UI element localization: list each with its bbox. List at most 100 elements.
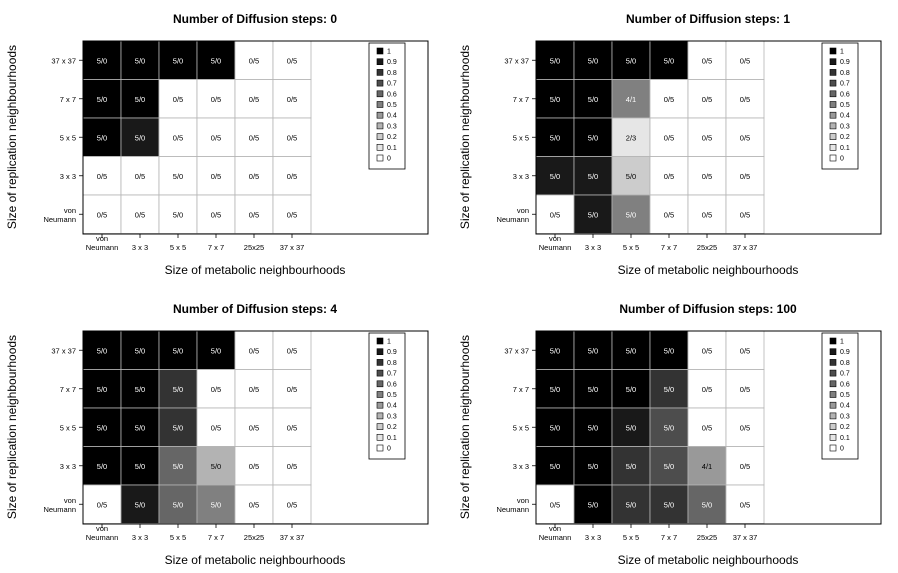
heatmap-cell: [272, 446, 312, 486]
legend-label: 0.2: [387, 424, 397, 431]
heatmap-cell: [535, 117, 575, 157]
y-tick-label: 5 x 5: [60, 423, 76, 432]
x-axis-label: Size of metabolic neighbourhoods: [618, 553, 799, 567]
cell-label: 0/5: [740, 95, 750, 104]
heatmap-cell: [120, 79, 160, 119]
x-tick-label: 5 x 5: [623, 243, 639, 252]
legend-swatch: [376, 144, 384, 151]
cell-label: 5/0: [173, 385, 183, 394]
cell-label: 5/0: [97, 133, 107, 142]
legend-swatch: [829, 79, 837, 87]
cell-label: 5/0: [588, 462, 598, 471]
legend-label: 0: [387, 446, 391, 453]
heatmap-cell: [234, 117, 274, 157]
cell-label: 4/1: [702, 462, 712, 471]
heatmap-cell: [649, 156, 689, 196]
cell-label: 0/5: [287, 462, 297, 471]
cell-label: 0/5: [702, 56, 712, 65]
heatmap-cell: [649, 369, 689, 409]
legend-swatch: [829, 380, 837, 388]
heatmap-cell: [158, 407, 198, 447]
cell-label: 5/0: [135, 462, 145, 471]
heatmap-cell: [535, 79, 575, 119]
heatmap-cell: [82, 484, 122, 524]
cell-label: 0/5: [135, 172, 145, 181]
legend-swatch: [376, 412, 384, 420]
heatmap-cell: [611, 156, 651, 196]
x-tick-label: 7 x 7: [661, 243, 677, 252]
panel-title: Number of Diffusion steps: 1: [626, 12, 790, 26]
x-tick-label: 7 x 7: [208, 243, 224, 252]
cell-label: 5/0: [664, 462, 674, 471]
cell-label: 5/0: [588, 133, 598, 142]
legend-label: 0.5: [387, 102, 397, 109]
y-tick-label: von Neumann: [496, 496, 529, 514]
cell-label: 0/5: [740, 56, 750, 65]
x-tick-label: von Neumann: [539, 524, 572, 542]
legend-label: 0.5: [840, 102, 850, 109]
heatmap-cell: [82, 156, 122, 196]
heatmap-cell: [196, 194, 236, 234]
heatmap-cell: [272, 407, 312, 447]
cell-label: 0/5: [211, 95, 221, 104]
x-axis-label: Size of metabolic neighbourhoods: [165, 553, 346, 567]
cell-label: 0/5: [702, 385, 712, 394]
x-tick-label: 3 x 3: [132, 243, 148, 252]
cell-label: 0/5: [287, 172, 297, 181]
x-tick-label: 37 x 37: [733, 533, 758, 542]
cell-label: 0/5: [287, 423, 297, 432]
legend-swatch: [376, 111, 384, 119]
cell-label: 0/5: [664, 133, 674, 142]
cell-label: 0/5: [664, 210, 674, 219]
heatmap-cell: [725, 40, 765, 80]
cell-label: 5/0: [173, 210, 183, 219]
x-tick-label: 5 x 5: [170, 533, 186, 542]
legend-label: 0.2: [840, 424, 850, 431]
y-tick-label: 3 x 3: [513, 172, 529, 181]
heatmap-cell: [158, 484, 198, 524]
legend-label: 0.1: [840, 145, 850, 152]
cell-label: 5/0: [97, 346, 107, 355]
cell-label: 0/5: [287, 210, 297, 219]
legend-label: 0.6: [840, 91, 850, 98]
x-tick-label: 37 x 37: [733, 243, 758, 252]
legend-swatch: [829, 391, 837, 398]
cell-label: 0/5: [249, 56, 259, 65]
heatmap-cell: [687, 117, 727, 157]
heatmap-cell: [196, 79, 236, 119]
cell-label: 0/5: [702, 172, 712, 181]
heatmap-cell: [611, 446, 651, 486]
legend-swatch: [829, 122, 837, 130]
legend-label: 0.1: [387, 145, 397, 152]
x-tick-label: 25x25: [697, 533, 717, 542]
x-tick-label: 25x25: [244, 533, 264, 542]
cell-label: 5/0: [626, 500, 636, 509]
cell-label: 5/0: [173, 462, 183, 471]
y-tick-label: 3 x 3: [60, 172, 76, 181]
cell-label: 5/0: [664, 423, 674, 432]
legend-label: 0.7: [387, 81, 397, 88]
heatmap-cell: [158, 369, 198, 409]
cell-label: 5/0: [626, 385, 636, 394]
heatmap-cell: [649, 446, 689, 486]
cell-label: 0/5: [249, 346, 259, 355]
cell-label: 0/5: [249, 133, 259, 142]
cell-label: 5/0: [550, 346, 560, 355]
x-tick-label: 7 x 7: [661, 533, 677, 542]
legend-label: 1: [840, 339, 844, 346]
cell-label: 0/5: [702, 210, 712, 219]
legend-swatch: [829, 433, 837, 441]
cell-label: 5/0: [173, 423, 183, 432]
legend-label: 0.1: [840, 435, 850, 442]
cell-label: 0/5: [287, 346, 297, 355]
heatmap-cell: [272, 79, 312, 119]
y-tick-label: 37 x 37: [51, 346, 76, 355]
y-tick-label: 7 x 7: [60, 95, 76, 104]
x-tick-label: von Neumann: [86, 524, 119, 542]
heatmap-panel-2: Number of Diffusion steps: 4 5/0 5/0 5/0 5/0…: [5, 302, 429, 567]
legend-swatch: [829, 401, 837, 409]
heatmap-cell: [725, 446, 765, 486]
cell-label: 0/5: [740, 133, 750, 142]
legend-label: 0.9: [840, 349, 850, 356]
